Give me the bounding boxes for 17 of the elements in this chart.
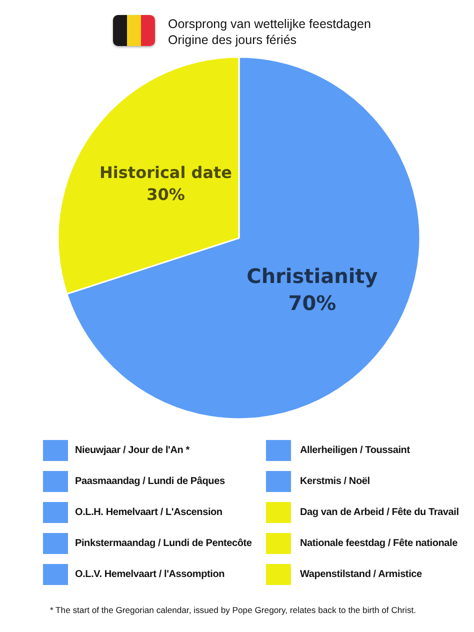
category-label: Nieuwjaar / Jour de l'An * [75,444,190,457]
chart-subtitle: Origine des jours fériés [168,33,297,48]
slice-label: Historical date [100,163,232,182]
chart-title: Oorsprong van wettelijke feestdagen [168,17,371,32]
category-label: Nationale feestdag / Fête nationale [300,537,458,550]
text: * The start of the Gregorian calendar, issued by Pope Gregory, relates back to the birth of Christ. [48,605,418,616]
category-label: Dag van de Arbeid / Fête du Travail [300,506,459,519]
category-label: O.L.V. Hemelvaart / l'Assomption [75,568,225,581]
category-label: Paasmaandag / Lundi de Pâques [75,475,225,488]
category-label: Wapenstilstand / Armistice [300,568,422,581]
slice-label: Christianity [246,264,378,288]
category-label: Pinkstermaandag / Lundi de Pentecôte [75,537,252,550]
data-label: 70% [288,290,336,315]
category-label: O.L.H. Hemelvaart / L'Ascension [75,506,222,519]
category-label: Allerheiligen / Toussaint [300,444,410,457]
data-label: 30% [146,184,185,204]
category-label: Kerstmis / Noël [300,475,370,488]
